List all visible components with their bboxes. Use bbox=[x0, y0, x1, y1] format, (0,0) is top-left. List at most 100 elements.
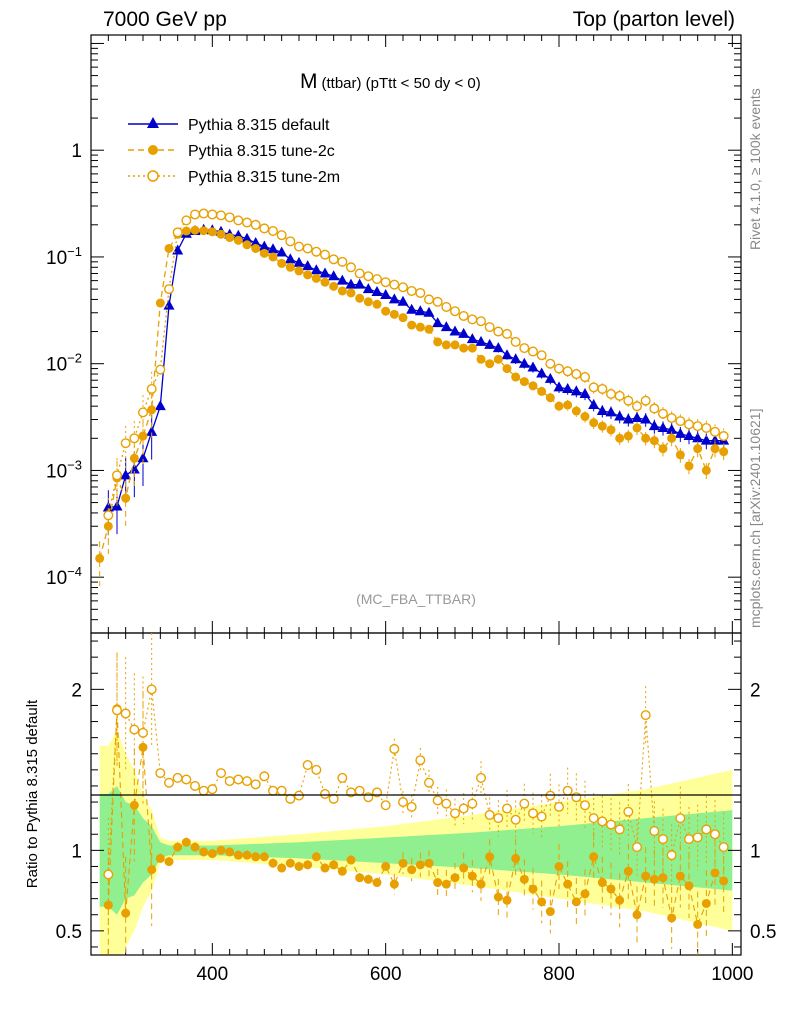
data-point-tune-2m bbox=[346, 262, 357, 273]
data-point-default bbox=[354, 278, 366, 289]
data-point-tune-2c bbox=[719, 447, 729, 457]
ratio-point-tune-2m bbox=[259, 771, 270, 782]
data-point-default bbox=[154, 400, 166, 411]
data-point-tune-2m bbox=[111, 470, 122, 481]
ratio-point-tune-2c bbox=[623, 866, 633, 876]
series-line-default bbox=[108, 229, 724, 509]
ratio-line-tune-2c bbox=[107, 708, 725, 927]
ratio-point-tune-2c bbox=[121, 908, 131, 918]
data-point-tune-2c bbox=[597, 421, 607, 431]
ratio-point-tune-2c bbox=[381, 861, 391, 871]
data-point-tune-2m bbox=[103, 510, 114, 521]
ratio-point-tune-2m bbox=[241, 776, 252, 787]
data-point-tune-2c bbox=[285, 262, 295, 272]
data-point-tune-2m bbox=[458, 310, 469, 321]
data-point-tune-2c bbox=[355, 293, 365, 303]
axes: 400 600 800 1000 10−4 10−3 10−2 10−1 1 0.5 0.5 1 1 2 2 bbox=[46, 35, 776, 985]
ratio-point-tune-2c bbox=[537, 897, 547, 907]
ratio-point-tune-2c bbox=[285, 858, 295, 868]
ratio-point-tune-2m bbox=[718, 842, 729, 853]
data-point-tune-2m bbox=[528, 346, 539, 357]
data-point-default bbox=[241, 232, 253, 243]
data-point-tune-2c bbox=[346, 288, 356, 298]
data-point-default bbox=[414, 305, 426, 316]
main-plot-data bbox=[95, 208, 730, 587]
ratio-point-tune-2c bbox=[545, 907, 555, 917]
x-tick-label: 400 bbox=[196, 964, 228, 985]
data-point-tune-2m bbox=[476, 316, 487, 327]
data-point-tune-2c bbox=[623, 431, 633, 441]
data-point-tune-2c bbox=[649, 436, 659, 446]
ratio-point-tune-2c bbox=[415, 860, 425, 870]
ratio-point-tune-2c bbox=[294, 861, 304, 871]
ratio-y-tick-label: 1 bbox=[750, 841, 761, 862]
data-point-tune-2m bbox=[701, 422, 712, 433]
data-point-default bbox=[440, 321, 452, 332]
data-point-default bbox=[362, 283, 374, 294]
y-tick-label: 10−4 bbox=[46, 564, 82, 589]
data-point-tune-2c bbox=[303, 270, 313, 280]
ratio-point-tune-2m bbox=[510, 814, 521, 825]
data-point-tune-2c bbox=[675, 450, 685, 460]
ratio-point-tune-2m bbox=[536, 811, 547, 822]
ratio-point-tune-2m bbox=[250, 779, 261, 790]
data-point-tune-2c bbox=[129, 453, 139, 463]
ratio-frame bbox=[90, 632, 742, 956]
ratio-point-tune-2c bbox=[355, 873, 365, 883]
ratio-point-tune-2c bbox=[675, 871, 685, 881]
ratio-point-tune-2m bbox=[640, 710, 651, 721]
ratio-point-tune-2c bbox=[615, 895, 625, 905]
ratio-point-tune-2c bbox=[398, 858, 408, 868]
data-point-tune-2m bbox=[632, 401, 643, 412]
ratio-point-tune-2m bbox=[328, 793, 339, 804]
ratio-point-tune-2m bbox=[710, 829, 721, 840]
data-point-tune-2c bbox=[641, 433, 651, 443]
ratio-point-tune-2c bbox=[511, 853, 521, 863]
ratio-point-tune-2c bbox=[467, 871, 477, 881]
data-point-tune-2c bbox=[311, 273, 321, 283]
data-point-tune-2c bbox=[476, 354, 486, 364]
data-point-default bbox=[475, 335, 487, 346]
data-point-default bbox=[536, 367, 548, 378]
ratio-point-tune-2m bbox=[502, 803, 513, 814]
data-point-default bbox=[510, 353, 522, 364]
data-point-tune-2m bbox=[129, 433, 140, 444]
data-point-tune-2c bbox=[389, 309, 399, 319]
ratio-point-tune-2m bbox=[675, 813, 686, 824]
data-point-default bbox=[371, 285, 383, 296]
data-point-tune-2m bbox=[484, 322, 495, 333]
legend-entry-tune-2c: Pythia 8.315 tune-2c bbox=[128, 143, 335, 160]
ratio-point-tune-2m bbox=[493, 813, 504, 824]
legend-marker-default bbox=[147, 117, 159, 128]
data-point-tune-2c bbox=[589, 418, 599, 428]
ratio-point-tune-2c bbox=[649, 874, 659, 884]
data-point-tune-2c bbox=[121, 493, 131, 503]
data-point-tune-2m bbox=[198, 208, 209, 219]
ratio-point-tune-2m bbox=[623, 806, 634, 817]
data-point-tune-2m bbox=[658, 408, 669, 419]
data-point-tune-2m bbox=[493, 326, 504, 337]
data-point-tune-2c bbox=[554, 401, 564, 411]
ratio-point-tune-2m bbox=[450, 808, 461, 819]
ratio-y-tick-label: 0.5 bbox=[56, 922, 82, 943]
data-point-tune-2m bbox=[614, 390, 625, 401]
data-point-default bbox=[163, 299, 175, 310]
data-point-tune-2c bbox=[103, 521, 113, 531]
data-point-tune-2c bbox=[424, 324, 434, 334]
legend-label-default: Pythia 8.315 default bbox=[188, 117, 330, 134]
data-point-tune-2m bbox=[692, 421, 703, 432]
data-point-tune-2m bbox=[606, 389, 617, 400]
ratio-point-tune-2m bbox=[172, 772, 183, 783]
data-point-tune-2c bbox=[320, 277, 330, 287]
ratio-point-tune-2c bbox=[450, 873, 460, 883]
ratio-point-tune-2m bbox=[415, 755, 426, 766]
x-tick-label: 1000 bbox=[711, 964, 753, 985]
ratio-point-tune-2c bbox=[424, 858, 434, 868]
ratio-point-tune-2c bbox=[433, 878, 443, 888]
ratio-point-tune-2m bbox=[163, 777, 174, 788]
data-point-default bbox=[648, 420, 660, 431]
ratio-point-tune-2c bbox=[225, 847, 235, 857]
data-point-tune-2m bbox=[337, 256, 348, 267]
data-point-tune-2m bbox=[215, 210, 226, 221]
ratio-y-tick-label: 0.5 bbox=[750, 922, 776, 943]
